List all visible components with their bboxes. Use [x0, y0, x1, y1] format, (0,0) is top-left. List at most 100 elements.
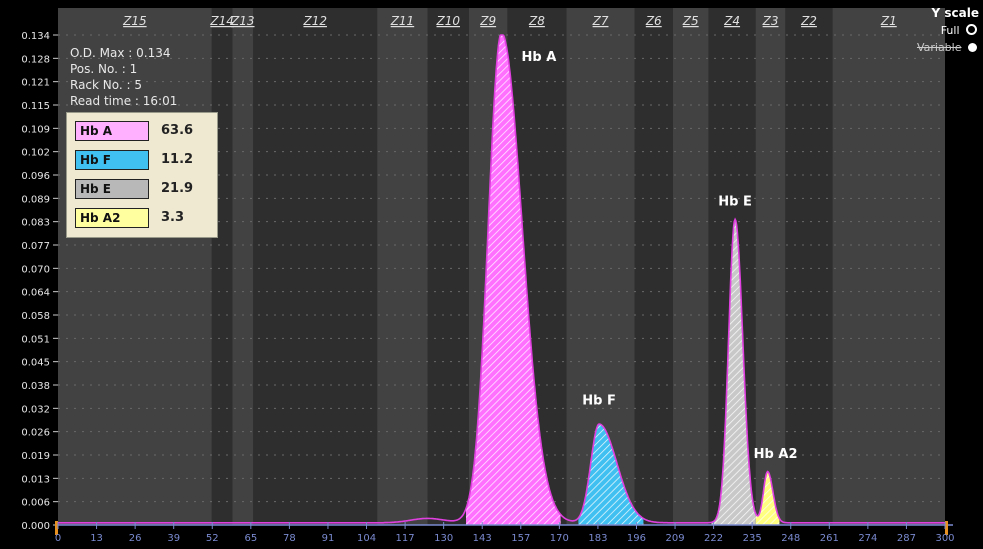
zone-band [832, 8, 945, 525]
zone-band [58, 8, 212, 525]
x-axis-left-marker [55, 521, 58, 535]
peak-hatch [711, 219, 756, 526]
y-tick-label: 0.070 [21, 264, 50, 275]
zone-label: Z7 [592, 14, 609, 28]
y-tick-label: 0.089 [21, 194, 50, 205]
zone-band [377, 8, 428, 525]
legend-value-hb-f: 11.2 [161, 152, 194, 167]
legend-swatch-hb-f: Hb F [75, 150, 149, 170]
x-tick-label: 196 [627, 533, 646, 544]
peak-hatch [466, 35, 561, 525]
x-tick-label: 0 [55, 533, 61, 544]
zone-label: Z2 [800, 14, 817, 28]
x-tick-label: 39 [167, 533, 180, 544]
x-tick-label: 130 [434, 533, 453, 544]
zone-label: Z1 [880, 14, 897, 28]
zone-band [427, 8, 469, 525]
y-tick-label: 0.134 [21, 31, 50, 42]
zone-label: Z9 [479, 14, 496, 28]
zone-band [634, 8, 673, 525]
x-tick-label: 157 [511, 533, 530, 544]
rack-no-text: Rack No. : 5 [70, 78, 143, 92]
peak-label: Hb A [522, 50, 557, 65]
zone-label: Z15 [122, 14, 147, 28]
radio-unchecked-icon[interactable] [966, 24, 977, 35]
y-scale-full-option[interactable]: Full [941, 24, 977, 37]
x-tick-label: 235 [743, 533, 762, 544]
zone-label: Z13 [230, 14, 255, 28]
legend-swatch-hb-a: Hb A [75, 121, 149, 141]
x-tick-label: 91 [322, 533, 335, 544]
y-tick-label: 0.077 [21, 241, 50, 252]
results-legend: Hb A 63.6 Hb F 11.2 Hb E 21.9 Hb A2 3.3 [66, 112, 218, 238]
zone-label: Z5 [682, 14, 699, 28]
x-tick-label: 78 [283, 533, 296, 544]
read-time-text: Read time : 16:01 [70, 94, 178, 108]
x-tick-label: 104 [357, 533, 376, 544]
y-tick-label: 0.006 [21, 498, 50, 509]
right-panel [945, 0, 983, 545]
y-tick-label: 0.115 [21, 101, 50, 112]
y-scale-title: Y scale [931, 6, 979, 20]
zone-label: Z3 [762, 14, 779, 28]
zone-band [672, 8, 709, 525]
y-tick-label: 0.000 [21, 521, 50, 532]
x-tick-label: 248 [781, 533, 800, 544]
y-tick-label: 0.121 [21, 78, 50, 89]
y-tick-label: 0.045 [21, 358, 50, 369]
x-tick-label: 117 [396, 533, 415, 544]
x-tick-label: 261 [820, 533, 839, 544]
zone-band [232, 8, 254, 525]
legend-value-hb-a2: 3.3 [161, 210, 185, 225]
x-tick-label: 300 [935, 533, 954, 544]
zone-band [785, 8, 833, 525]
x-tick-label: 222 [704, 533, 723, 544]
zone-label: Z11 [390, 14, 415, 28]
y-tick-label: 0.019 [21, 451, 50, 462]
radio-checked-icon[interactable] [968, 43, 977, 52]
peak-hatch [578, 424, 644, 525]
y-scale-variable-label: Variable [916, 41, 962, 54]
legend-swatch-hb-e: Hb E [75, 179, 149, 199]
x-tick-label: 52 [206, 533, 219, 544]
peak-hatch [755, 471, 780, 525]
legend-swatch-hb-a2: Hb A2 [75, 208, 149, 228]
zone-label: Z4 [723, 14, 740, 28]
peak-label: Hb A2 [754, 447, 798, 462]
y-scale-variable-option[interactable]: Variable [917, 41, 977, 54]
x-tick-label: 274 [858, 533, 877, 544]
trace-line [58, 34, 945, 524]
y-tick-label: 0.109 [21, 124, 50, 135]
x-axis-right-marker [945, 521, 948, 535]
y-tick-label: 0.128 [21, 54, 50, 65]
zone-band [755, 8, 786, 525]
legend-value-hb-a: 63.6 [161, 123, 194, 138]
zone-band [253, 8, 378, 525]
zone-band [211, 8, 233, 525]
pos-no-text: Pos. No. : 1 [70, 62, 138, 76]
y-tick-label: 0.013 [21, 474, 50, 485]
x-tick-label: 13 [90, 533, 103, 544]
y-tick-label: 0.032 [21, 404, 50, 415]
x-tick-label: 209 [665, 533, 684, 544]
x-tick-label: 287 [897, 533, 916, 544]
zone-label: Z14 [209, 14, 234, 28]
od-max-text: O.D. Max : 0.134 [70, 46, 171, 60]
peak-label: Hb F [582, 393, 616, 408]
x-tick-label: 170 [550, 533, 569, 544]
y-tick-label: 0.058 [21, 311, 50, 322]
x-tick-label: 65 [244, 533, 257, 544]
y-tick-label: 0.096 [21, 171, 50, 182]
y-tick-label: 0.026 [21, 428, 50, 439]
y-tick-label: 0.051 [21, 334, 50, 345]
zone-label: Z6 [645, 14, 662, 28]
x-tick-label: 26 [129, 533, 142, 544]
zone-label: Z12 [302, 14, 327, 28]
legend-value-hb-e: 21.9 [161, 181, 194, 196]
y-tick-label: 0.038 [21, 381, 50, 392]
peak-label: Hb E [718, 194, 752, 209]
x-tick-label: 143 [473, 533, 492, 544]
y-tick-label: 0.102 [21, 148, 50, 159]
